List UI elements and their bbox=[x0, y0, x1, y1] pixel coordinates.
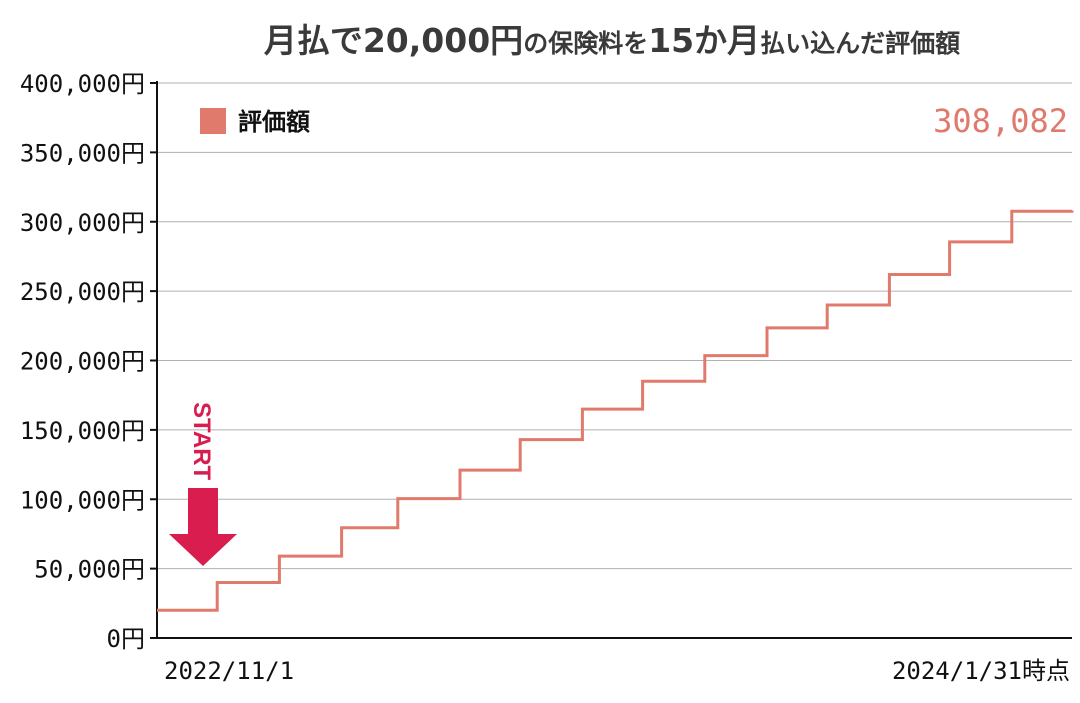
grid-lines bbox=[157, 82, 1072, 570]
start-label: START bbox=[188, 402, 215, 481]
final-value-label: 308,082 bbox=[933, 102, 1068, 140]
y-tick-label: 300,000円 bbox=[20, 209, 145, 237]
start-annotation: START bbox=[169, 402, 237, 566]
y-axis-ticks: 0円 50,000円 100,000円 150,000円 200,000円 250,000… bbox=[20, 70, 157, 653]
y-tick-label: 100,000円 bbox=[20, 486, 145, 514]
x-tick-end: 2024/1/31時点 bbox=[892, 657, 1070, 685]
y-tick-label: 400,000円 bbox=[20, 70, 145, 98]
y-tick-label: 350,000円 bbox=[20, 139, 145, 167]
y-tick-label: 50,000円 bbox=[34, 556, 145, 584]
down-arrow-icon bbox=[169, 488, 237, 566]
chart-title: 月払で20,000円の保険料を15か月払い込んだ評価額 bbox=[264, 21, 960, 60]
chart-title-part: の保険料を bbox=[523, 29, 648, 58]
y-tick-label: 150,000円 bbox=[20, 417, 145, 445]
chart-title-part: 15か月 bbox=[648, 21, 760, 60]
y-tick-label: 200,000円 bbox=[20, 348, 145, 376]
x-tick-start: 2022/11/1 bbox=[164, 657, 294, 685]
legend: 評価額 bbox=[200, 108, 310, 136]
legend-swatch bbox=[200, 108, 226, 134]
chart-title-part: 月払で20,000円 bbox=[264, 21, 523, 60]
y-tick-label: 0円 bbox=[107, 625, 145, 653]
series-line-評価額 bbox=[157, 209, 1074, 612]
legend-label: 評価額 bbox=[238, 108, 310, 136]
y-tick-label: 250,000円 bbox=[20, 278, 145, 306]
chart-title-part: 払い込んだ評価額 bbox=[760, 29, 960, 58]
